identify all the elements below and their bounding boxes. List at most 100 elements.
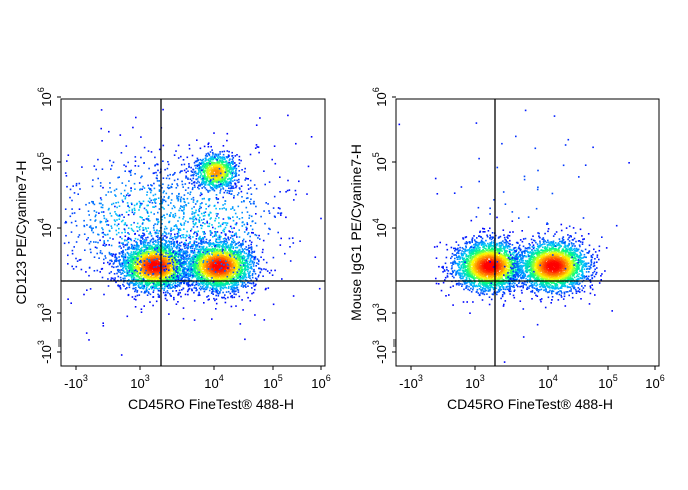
data-point <box>230 288 232 291</box>
data-point <box>233 227 235 229</box>
data-point <box>140 240 143 242</box>
data-point <box>135 298 137 301</box>
data-point <box>152 251 154 253</box>
data-point <box>159 250 161 252</box>
data-point <box>238 278 241 281</box>
data-point <box>163 258 165 260</box>
data-point <box>150 276 153 279</box>
data-point <box>187 289 190 291</box>
data-point <box>192 265 194 268</box>
data-point <box>228 238 230 241</box>
data-point <box>172 276 175 279</box>
data-point <box>249 300 252 302</box>
data-point <box>161 287 164 290</box>
data-point <box>178 265 181 268</box>
data-point <box>156 283 158 286</box>
data-point <box>209 239 211 241</box>
data-point <box>124 235 127 237</box>
data-point <box>165 283 168 285</box>
data-point <box>166 236 168 238</box>
data-point <box>251 287 253 289</box>
data-point <box>170 230 172 232</box>
data-point <box>127 256 129 258</box>
data-point <box>250 254 252 257</box>
data-point <box>131 253 134 256</box>
data-point <box>226 257 228 259</box>
data-point <box>249 282 251 284</box>
data-point <box>232 288 234 291</box>
data-point <box>174 276 177 279</box>
data-point <box>162 249 165 252</box>
data-point <box>182 274 185 276</box>
data-point <box>207 274 210 276</box>
data-point <box>165 270 167 272</box>
data-point <box>138 234 140 237</box>
data-point <box>191 247 194 250</box>
data-point <box>227 236 229 238</box>
data-point <box>158 250 161 252</box>
data-point <box>215 281 218 284</box>
data-point <box>123 275 126 277</box>
data-point <box>134 278 137 281</box>
data-point <box>162 262 164 265</box>
data-point <box>205 266 208 269</box>
data-point <box>251 261 254 263</box>
data-point <box>132 271 134 273</box>
data-point <box>167 267 169 270</box>
data-point <box>173 258 175 260</box>
data-point <box>186 290 189 293</box>
data-point <box>178 249 180 252</box>
data-point <box>236 246 239 249</box>
data-point <box>163 235 165 237</box>
data-point <box>122 257 125 260</box>
data-point <box>133 259 136 262</box>
data-point <box>232 276 234 278</box>
data-point <box>185 276 187 279</box>
data-point <box>150 254 153 257</box>
data-point <box>119 271 121 273</box>
data-point <box>174 252 176 254</box>
data-point <box>141 255 143 257</box>
data-point <box>194 253 196 256</box>
data-point <box>149 273 151 275</box>
data-point <box>167 270 169 272</box>
data-point <box>152 260 154 263</box>
data-point <box>180 274 183 277</box>
data-point <box>153 285 156 288</box>
data-point <box>124 271 126 273</box>
data-point <box>202 267 204 269</box>
data-point <box>166 290 169 292</box>
data-point <box>145 218 148 220</box>
data-point <box>132 263 134 265</box>
data-point <box>143 241 145 244</box>
data-point <box>133 261 135 264</box>
data-point <box>149 257 151 259</box>
data-point <box>161 252 164 254</box>
data-point <box>125 275 127 277</box>
data-point <box>99 239 101 242</box>
data-point <box>231 243 233 246</box>
data-point <box>201 283 204 286</box>
data-point <box>126 271 128 273</box>
data-point <box>167 287 170 289</box>
data-point <box>134 267 136 269</box>
data-point <box>161 285 163 287</box>
data-point <box>155 269 157 272</box>
data-point <box>217 290 219 292</box>
data-point <box>141 284 144 287</box>
data-point <box>136 255 139 257</box>
data-point <box>238 270 241 273</box>
data-point <box>143 274 145 276</box>
data-point <box>124 259 126 261</box>
data-point <box>213 290 215 293</box>
data-point <box>221 244 224 246</box>
data-point <box>122 277 124 280</box>
data-point <box>141 265 144 268</box>
data-point <box>137 274 139 277</box>
data-point <box>196 289 198 291</box>
data-point <box>128 271 130 274</box>
data-point <box>259 267 261 270</box>
data-point <box>165 250 168 252</box>
data-point <box>161 246 164 249</box>
